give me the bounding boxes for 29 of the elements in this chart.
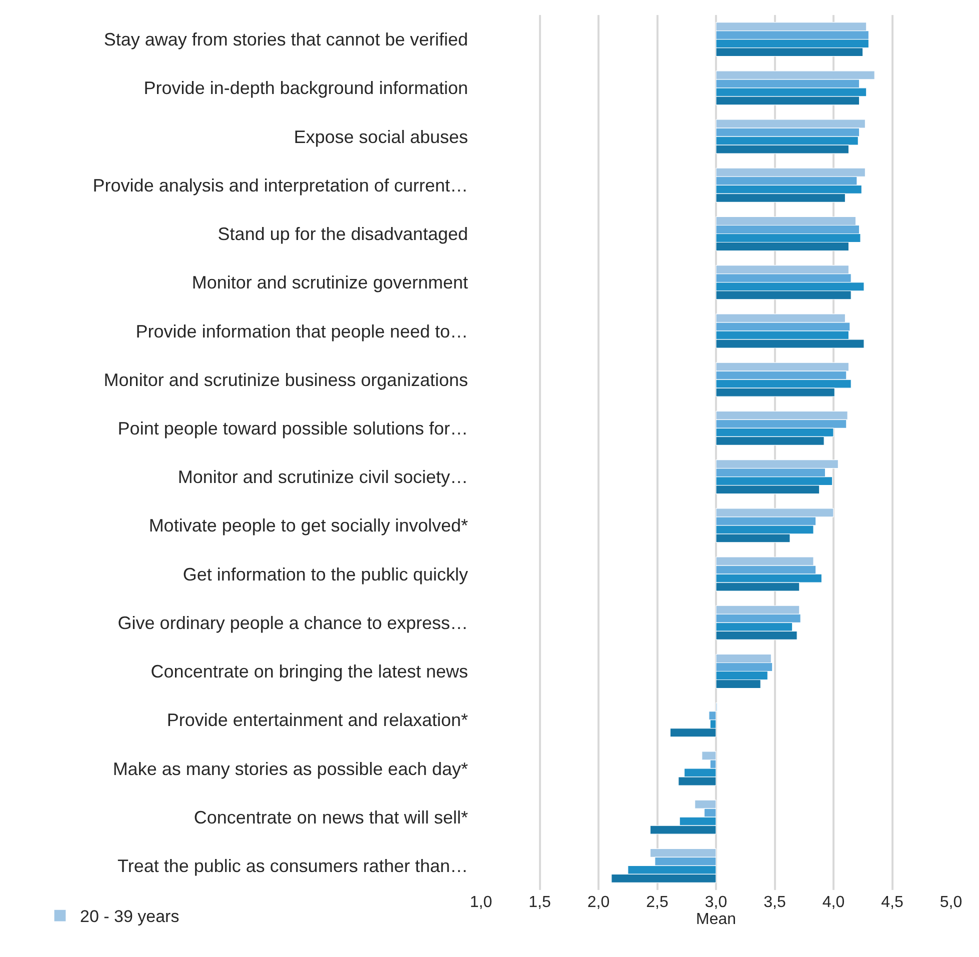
x-tick-label: 4,5 [881,894,904,911]
y-tick-label: Provide analysis and interpretation of current… [92,175,468,196]
y-tick-label: Monitor and scrutinize business organizations [104,370,468,390]
y-tick-label: Motivate people to get socially involved* [148,516,468,536]
x-tick-label: 2,0 [587,894,610,911]
y-tick-label: Provide in-depth background information [144,78,468,98]
y-tick-label: Provide entertainment and relaxation* [166,710,468,730]
y-tick-label: Expose social abuses [294,126,468,147]
x-tick-label: 1,5 [528,894,551,911]
x-tick-label: 4,0 [822,894,845,911]
y-tick-label: Get information to the public quickly [182,564,468,584]
y-tick-label: Give ordinary people a chance to express… [118,612,468,633]
x-tick-label: 3,0 [704,894,728,911]
y-tick-label: Stay away from stories that cannot be verified [104,30,468,50]
y-tick-label: Treat the public as consumers rather than… [118,856,468,876]
y-tick-label: Make as many stories as possible each day* [112,758,468,779]
legend-label: 20 - 39 years [80,907,180,926]
y-tick-label: Monitor and scrutinize civil society… [178,467,468,488]
x-tick-label: 1,0 [470,894,492,911]
x-tick-label: 2,5 [646,894,668,911]
y-tick-label: Concentrate on bringing the latest news [150,662,468,682]
y-tick-label: Monitor and scrutinize government [192,272,468,293]
y-tick-label: Concentrate on news that will sell* [194,807,468,828]
y-tick-label: Point people toward possible solutions for… [118,418,468,438]
y-tick-label: Stand up for the disadvantaged [218,224,468,244]
x-tick-label: 5,0 [940,894,962,911]
x-axis-title: Mean [696,911,736,928]
y-tick-label: Provide information that people need to… [136,321,468,342]
x-tick-label: 3,5 [764,894,786,911]
